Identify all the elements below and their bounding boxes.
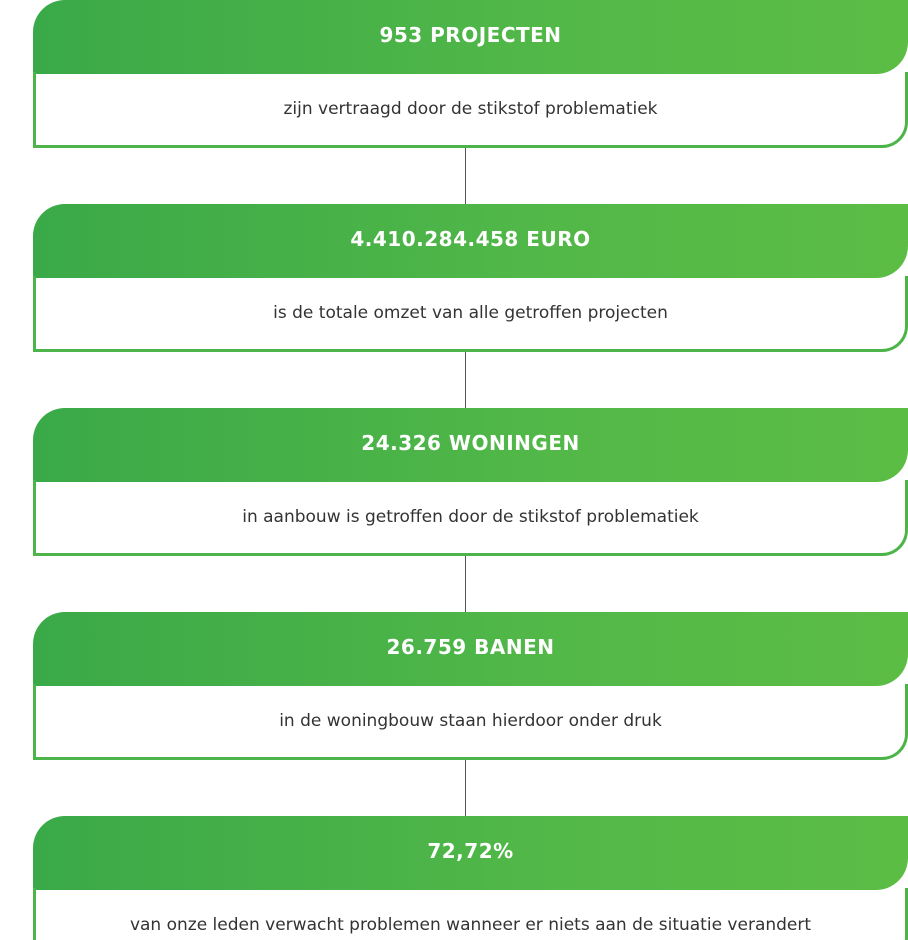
stat-description: zijn vertraagd door de stikstof problema… [33, 72, 908, 148]
connector-line [465, 352, 466, 408]
stat-title: 24.326 WONINGEN [33, 408, 908, 482]
stat-title: 26.759 BANEN [33, 612, 908, 686]
stat-card: 26.759 BANEN in de woningbouw staan hierd… [33, 612, 908, 760]
stat-title: 72,72% [33, 816, 908, 890]
stat-description: in de woningbouw staan hierdoor onder dr… [33, 684, 908, 760]
stat-title: 953 PROJECTEN [33, 0, 908, 74]
stat-card: 953 PROJECTEN zijn vertraagd door de stik… [33, 0, 908, 148]
connector-line [465, 556, 466, 612]
stat-description: is de totale omzet van alle getroffen pr… [33, 276, 908, 352]
stat-card: 4.410.284.458 EURO is de totale omzet van… [33, 204, 908, 352]
stat-card: 72,72% van onze leden verwacht problemen … [33, 816, 908, 940]
connector-line [465, 760, 466, 816]
stat-card: 24.326 WONINGEN in aanbouw is getroffen d… [33, 408, 908, 556]
connector-line [465, 148, 466, 204]
stat-title: 4.410.284.458 EURO [33, 204, 908, 278]
stat-description: van onze leden verwacht problemen wannee… [33, 888, 908, 940]
stat-description: in aanbouw is getroffen door de stikstof… [33, 480, 908, 556]
